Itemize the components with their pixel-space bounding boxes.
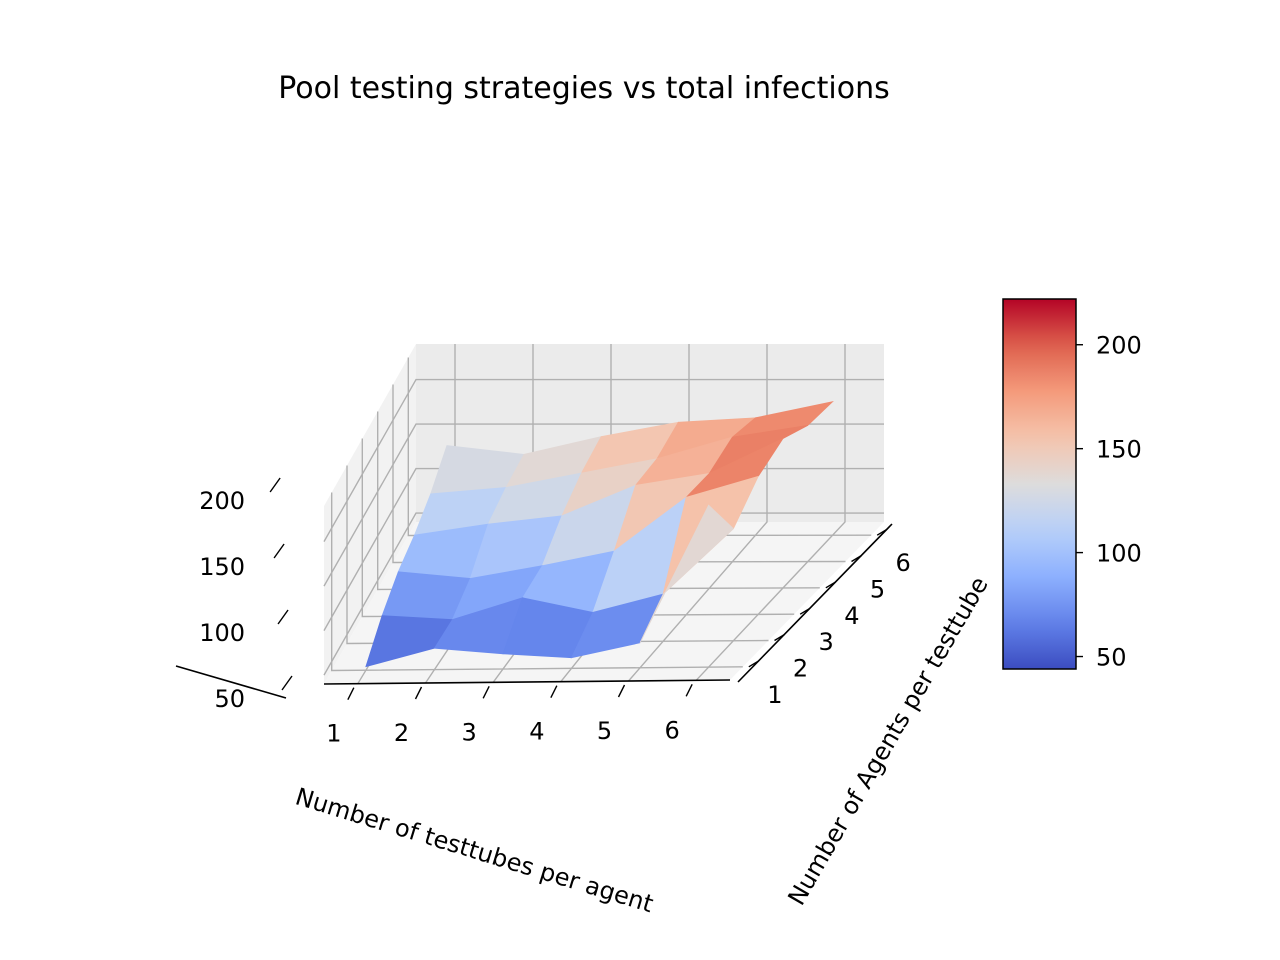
z-axis-line xyxy=(175,665,287,699)
x-axis-ticks: 1 2 3 4 5 6 xyxy=(326,684,693,748)
x-tick-mark xyxy=(347,687,355,700)
z-tick-mark xyxy=(277,609,289,625)
z-axis-ticks: 50 100 150 200 xyxy=(199,477,293,713)
z-tick-label: 200 xyxy=(199,487,245,515)
grid-line xyxy=(323,378,884,542)
x-axis-label: Number of testtubes per agent xyxy=(292,783,656,919)
x-tick-mark xyxy=(685,684,693,697)
y-axis-line xyxy=(737,523,893,683)
colorbar-tick-label: 200 xyxy=(1096,332,1142,360)
surface xyxy=(365,401,834,668)
z-tick-mark xyxy=(269,477,281,493)
y-tick-label: 3 xyxy=(819,628,834,656)
x-tick-label: 3 xyxy=(462,718,477,746)
y-tick-mark xyxy=(774,633,785,642)
x-tick-label: 6 xyxy=(665,716,680,744)
surface-patch xyxy=(639,504,734,643)
x-tick-mark xyxy=(414,686,423,700)
y-tick-mark xyxy=(825,581,837,589)
x-axis-line xyxy=(323,679,731,685)
y-tick-mark xyxy=(851,554,862,563)
x-tick-label: 5 xyxy=(597,717,612,745)
x-tick-label: 2 xyxy=(394,719,409,747)
grid-line xyxy=(695,344,846,681)
chart-title: Pool testing strategies vs total infecti… xyxy=(278,71,889,106)
y-tick-label: 6 xyxy=(896,549,911,577)
grid-line xyxy=(377,411,820,591)
x-tick-label: 4 xyxy=(529,718,544,746)
x-tick-label: 1 xyxy=(326,720,341,748)
colorbar-tick-label: 100 xyxy=(1096,540,1142,568)
y-axis-label: Number of Agents per testtube xyxy=(782,572,993,910)
z-tick-mark xyxy=(273,543,285,559)
colorbar-ticks: 50 100 150 200 xyxy=(1076,332,1142,672)
colorbar-tick-label: 150 xyxy=(1096,436,1142,464)
colorbar-tick-label: 50 xyxy=(1096,644,1127,672)
z-tick-label: 100 xyxy=(199,619,245,647)
grid-line xyxy=(627,344,768,682)
x-tick-mark xyxy=(550,685,558,698)
y-tick-label: 2 xyxy=(793,655,808,683)
y-tick-mark xyxy=(748,660,760,668)
y-tick-label: 1 xyxy=(767,681,782,709)
axis-lines xyxy=(175,523,893,699)
z-tick-label: 50 xyxy=(214,685,245,713)
y-tick-label: 5 xyxy=(870,576,885,604)
y-tick-label: 4 xyxy=(844,602,859,630)
z-tick-label: 150 xyxy=(199,553,245,581)
x-tick-mark xyxy=(482,686,490,699)
x-tick-mark xyxy=(617,684,626,698)
z-tick-mark xyxy=(281,675,293,691)
grid-line xyxy=(331,492,743,672)
y-tick-mark xyxy=(876,528,888,536)
colorbar: 50 100 150 200 xyxy=(1002,298,1142,672)
y-tick-mark xyxy=(799,607,811,615)
colorbar-gradient xyxy=(1002,298,1077,670)
